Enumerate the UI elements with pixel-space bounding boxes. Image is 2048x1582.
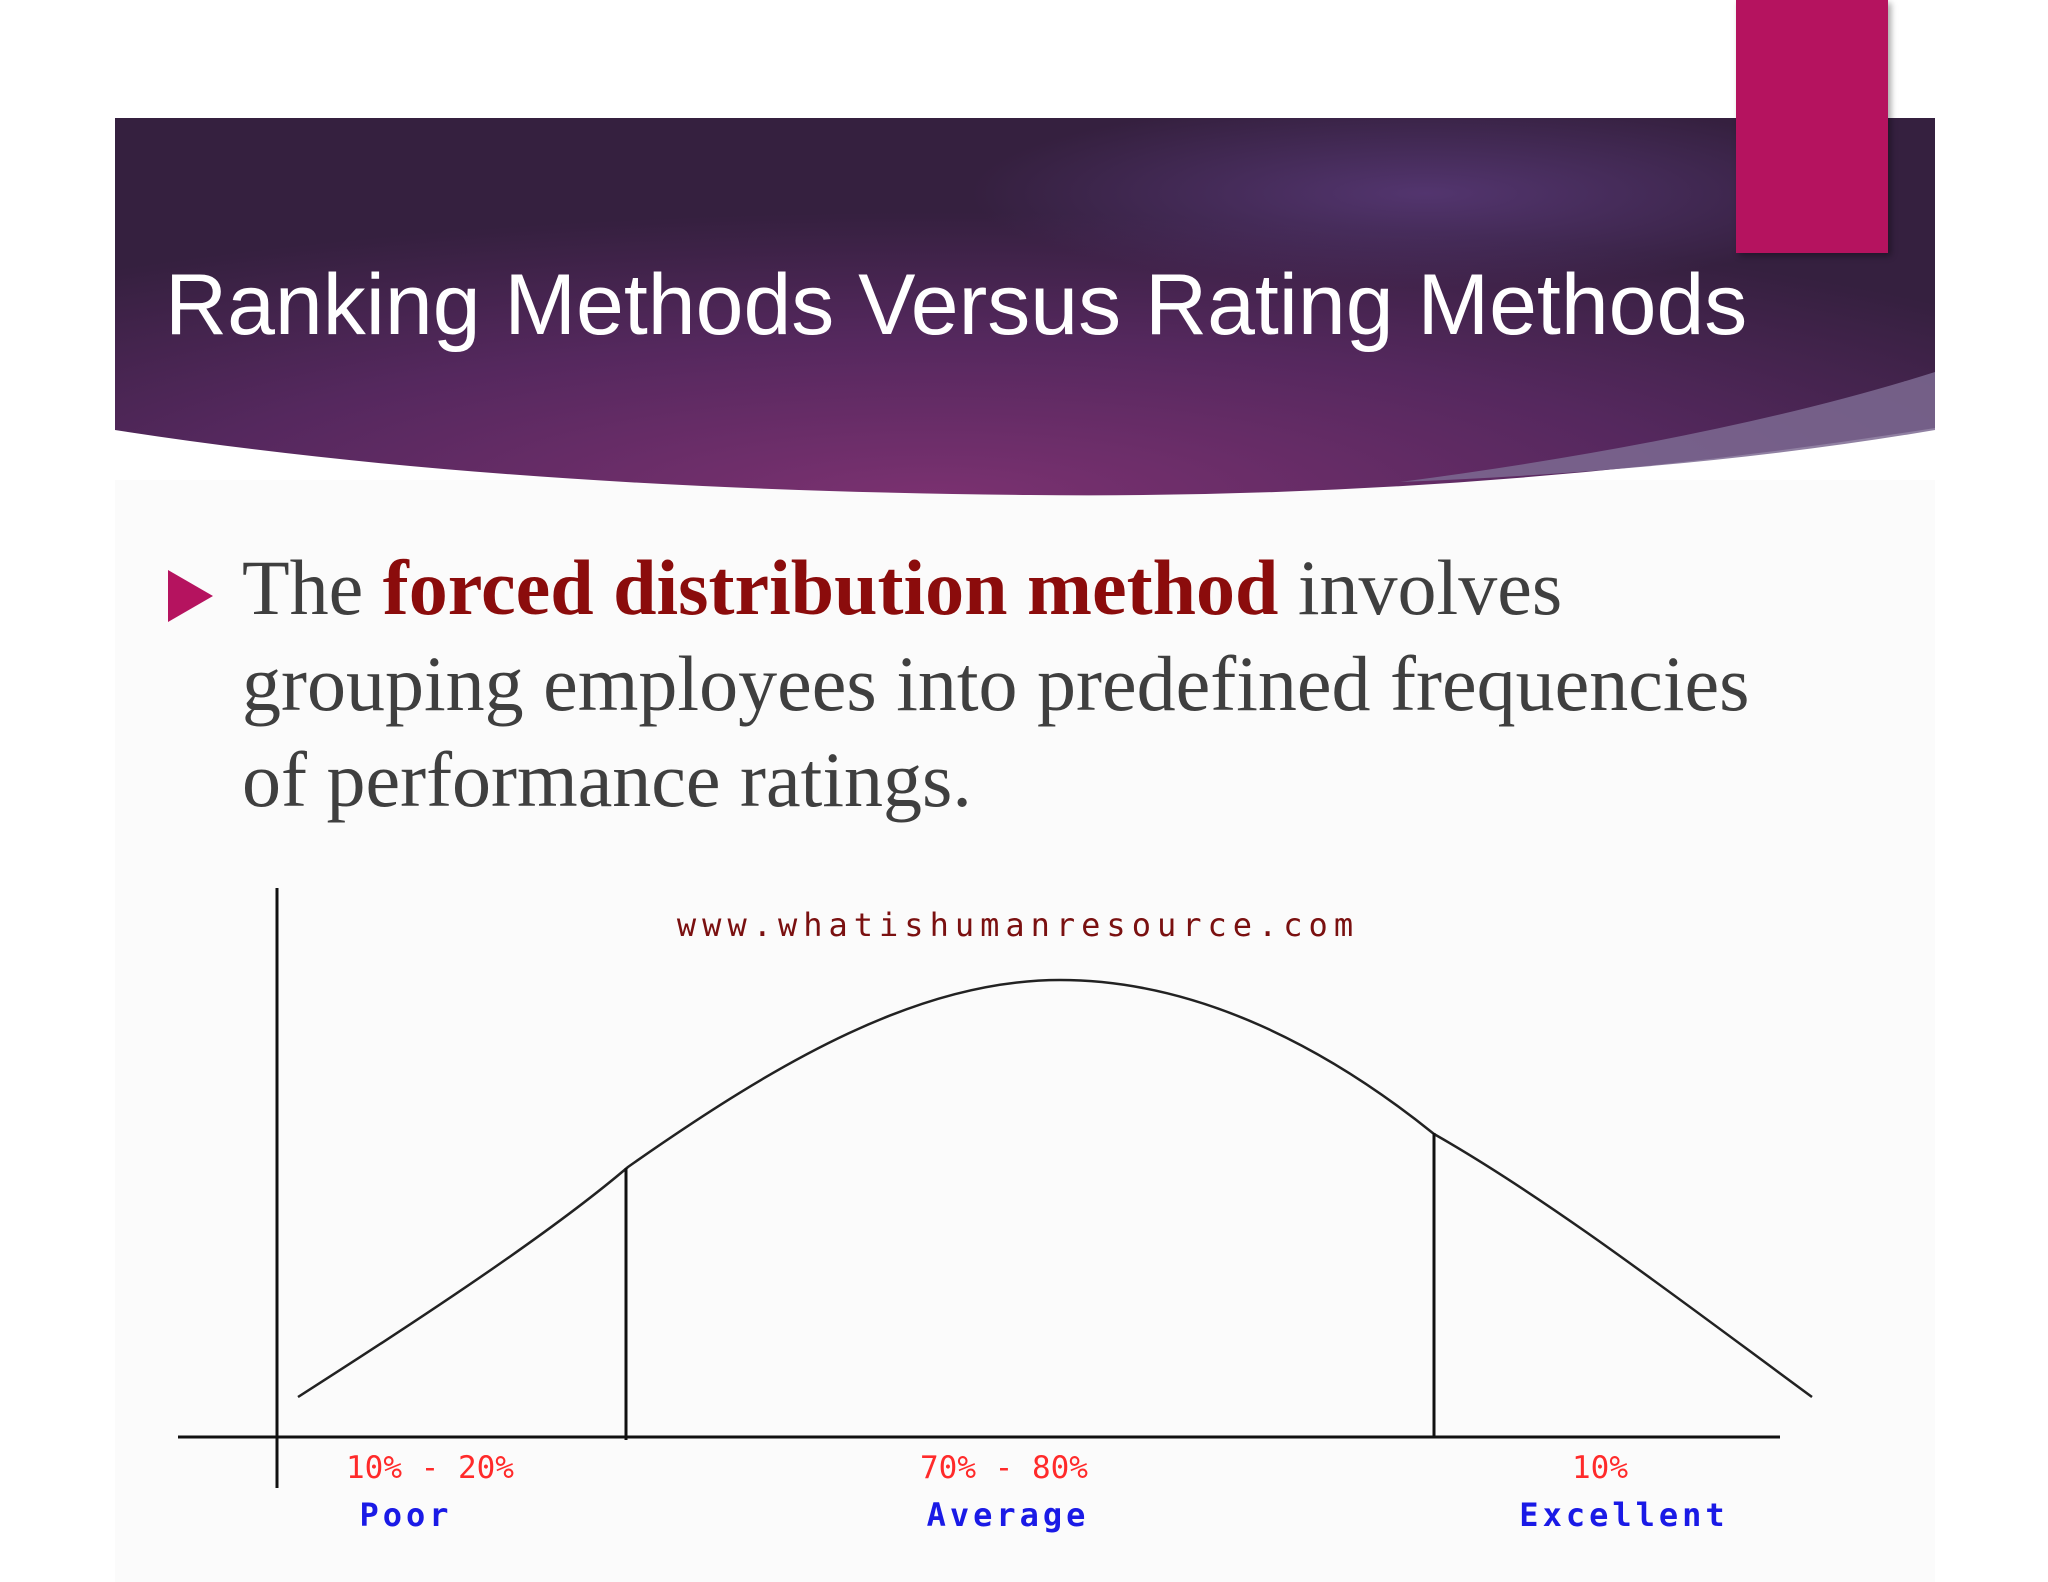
triangle-bullet-icon — [168, 570, 213, 622]
banner-glow — [115, 118, 1935, 496]
content-area — [115, 480, 1935, 1582]
average-label: Average — [927, 1496, 1090, 1534]
average-range: 70% - 80% — [920, 1450, 1088, 1486]
excellent-range: 10% — [1572, 1450, 1628, 1486]
bullet-text-before: The — [242, 544, 383, 631]
bell-curve — [297, 978, 1813, 1399]
bullet-text: The forced distribution method involves … — [242, 540, 1802, 828]
banner-swoosh — [1400, 372, 1935, 482]
slide-title: Ranking Methods Versus Rating Methods — [165, 257, 1748, 353]
excellent-label: Excellent — [1519, 1496, 1728, 1534]
bullet-text-after: involves grouping employees into predefi… — [242, 544, 1750, 823]
key-term: forced distribution method — [382, 544, 1279, 631]
title-banner — [115, 118, 1935, 496]
poor-label: Poor — [359, 1496, 452, 1534]
accent-tab — [1736, 0, 1888, 253]
poor-range: 10% - 20% — [346, 1450, 514, 1486]
watermark-text: www.whatishumanresource.com — [677, 906, 1359, 944]
